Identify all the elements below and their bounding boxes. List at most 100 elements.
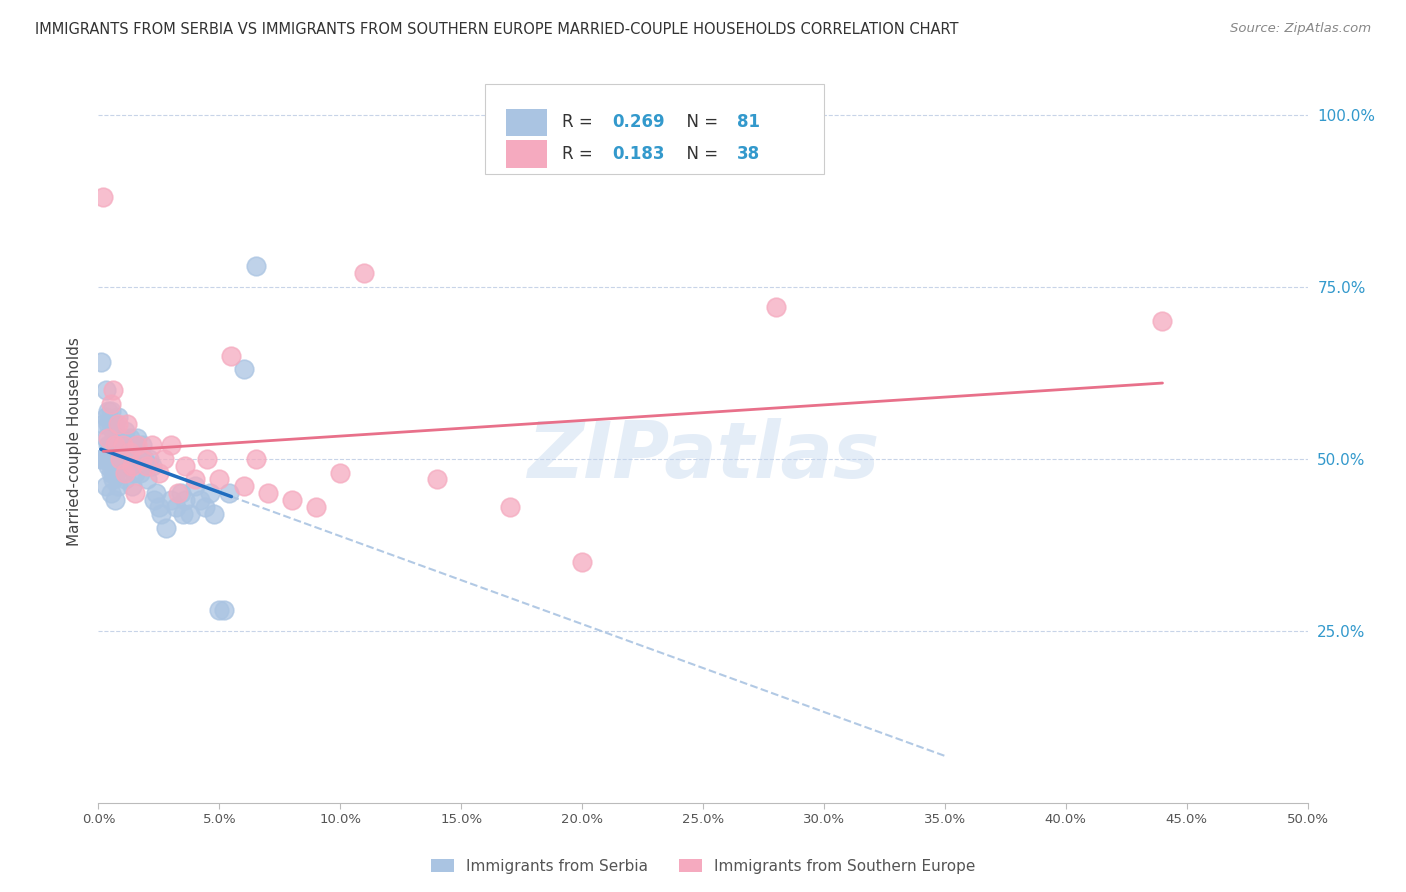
Point — [135, 472, 157, 486]
Point — [101, 451, 124, 466]
Point — [108, 466, 131, 480]
Point — [117, 417, 139, 432]
Point — [97, 458, 120, 473]
Point — [91, 190, 114, 204]
Point — [101, 466, 124, 480]
Point — [100, 403, 122, 417]
Text: R =: R = — [561, 113, 598, 131]
Point — [160, 438, 183, 452]
Point — [148, 466, 170, 480]
Point — [97, 431, 120, 445]
Point — [131, 438, 153, 452]
Point — [111, 438, 134, 452]
Point — [329, 466, 352, 480]
Point — [256, 486, 278, 500]
Text: N =: N = — [676, 145, 724, 163]
Point — [121, 479, 143, 493]
Point — [104, 417, 127, 432]
Text: IMMIGRANTS FROM SERBIA VS IMMIGRANTS FROM SOUTHERN EUROPE MARRIED-COUPLE HOUSEHO: IMMIGRANTS FROM SERBIA VS IMMIGRANTS FRO… — [35, 22, 959, 37]
Point — [100, 397, 122, 411]
Point — [90, 451, 112, 466]
Point — [498, 500, 520, 514]
Point — [91, 451, 114, 466]
Point — [118, 431, 141, 445]
Point — [204, 507, 226, 521]
Point — [221, 349, 243, 363]
Text: 0.183: 0.183 — [613, 145, 665, 163]
Point — [155, 520, 177, 534]
Text: 0.269: 0.269 — [613, 113, 665, 131]
Point — [145, 486, 167, 500]
Point — [127, 431, 149, 445]
Point — [188, 493, 211, 508]
Point — [174, 458, 197, 473]
Point — [104, 438, 127, 452]
Point — [198, 486, 221, 500]
Point — [353, 266, 375, 280]
FancyBboxPatch shape — [485, 84, 824, 174]
Y-axis label: Married-couple Households: Married-couple Households — [66, 337, 82, 546]
Text: 38: 38 — [737, 145, 761, 163]
Text: N =: N = — [676, 113, 724, 131]
Point — [104, 451, 127, 466]
Point — [121, 458, 143, 473]
Point — [104, 493, 127, 508]
Point — [232, 362, 254, 376]
Point — [121, 451, 143, 466]
Point — [104, 438, 127, 452]
Point — [108, 431, 131, 445]
Point — [571, 555, 593, 569]
Point — [117, 451, 139, 466]
Text: ZIPatlas: ZIPatlas — [527, 418, 879, 494]
Point — [107, 479, 129, 493]
FancyBboxPatch shape — [506, 140, 547, 168]
Point — [218, 486, 240, 500]
Point — [134, 451, 156, 466]
Point — [94, 479, 117, 493]
Point — [97, 451, 120, 466]
Point — [127, 451, 149, 466]
Point — [97, 417, 120, 432]
Point — [124, 486, 146, 500]
Point — [141, 458, 163, 473]
Point — [131, 451, 153, 466]
Point — [128, 466, 150, 480]
Point — [1152, 314, 1174, 328]
Point — [100, 466, 122, 480]
Point — [114, 472, 136, 486]
Point — [111, 458, 134, 473]
Point — [148, 500, 170, 514]
Point — [426, 472, 449, 486]
Point — [169, 486, 191, 500]
Point — [100, 438, 122, 452]
Point — [100, 451, 122, 466]
Point — [114, 466, 136, 480]
Text: R =: R = — [561, 145, 598, 163]
Point — [128, 451, 150, 466]
Point — [94, 383, 117, 397]
Point — [195, 451, 218, 466]
Point — [124, 466, 146, 480]
Point — [97, 438, 120, 452]
Point — [114, 424, 136, 438]
Point — [152, 451, 174, 466]
Point — [208, 603, 231, 617]
FancyBboxPatch shape — [506, 109, 547, 136]
Point — [108, 451, 131, 466]
Point — [91, 417, 114, 432]
Text: Source: ZipAtlas.com: Source: ZipAtlas.com — [1230, 22, 1371, 36]
Point — [107, 438, 129, 452]
Legend: Immigrants from Serbia, Immigrants from Southern Europe: Immigrants from Serbia, Immigrants from … — [425, 853, 981, 880]
Point — [165, 500, 187, 514]
Point — [100, 486, 122, 500]
Point — [94, 451, 117, 466]
Point — [160, 493, 183, 508]
Point — [141, 438, 163, 452]
Point — [172, 507, 194, 521]
Point — [111, 431, 134, 445]
Point — [212, 603, 235, 617]
Point — [94, 431, 117, 445]
Point — [305, 500, 328, 514]
Point — [101, 424, 124, 438]
Point — [94, 410, 117, 425]
